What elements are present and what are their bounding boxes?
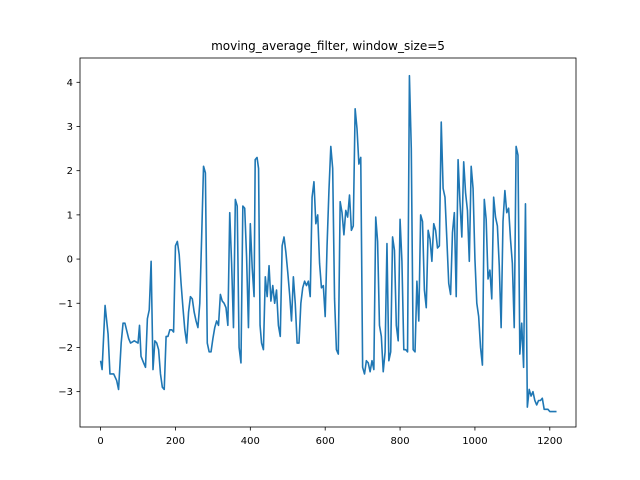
series-line	[99, 74, 557, 413]
x-tick-label: 200	[166, 436, 185, 447]
plot-area	[99, 74, 557, 413]
x-tick-label: 0	[97, 436, 103, 447]
y-tick-label: −1	[58, 299, 73, 310]
y-tick-label: 4	[67, 78, 73, 89]
y-tick-label: 3	[67, 122, 73, 133]
y-tick-label: 1	[67, 210, 73, 221]
chart-title: moving_average_filter, window_size=5	[211, 39, 445, 53]
y-tick-label: −3	[58, 387, 73, 398]
x-tick-label: 1000	[462, 436, 487, 447]
y-axis: −3 −2 −1 0 1 2 3 4	[58, 78, 80, 398]
x-tick-label: 800	[391, 436, 410, 447]
x-tick-label: 1200	[537, 436, 562, 447]
x-axis: 0 200 400 600 800 1000 1200	[97, 427, 563, 447]
x-tick-label: 400	[241, 436, 260, 447]
y-tick-label: 0	[67, 255, 73, 266]
y-tick-label: −2	[58, 343, 73, 354]
axes-frame	[79, 57, 577, 428]
x-tick-label: 600	[316, 436, 335, 447]
y-tick-label: 2	[67, 166, 73, 177]
